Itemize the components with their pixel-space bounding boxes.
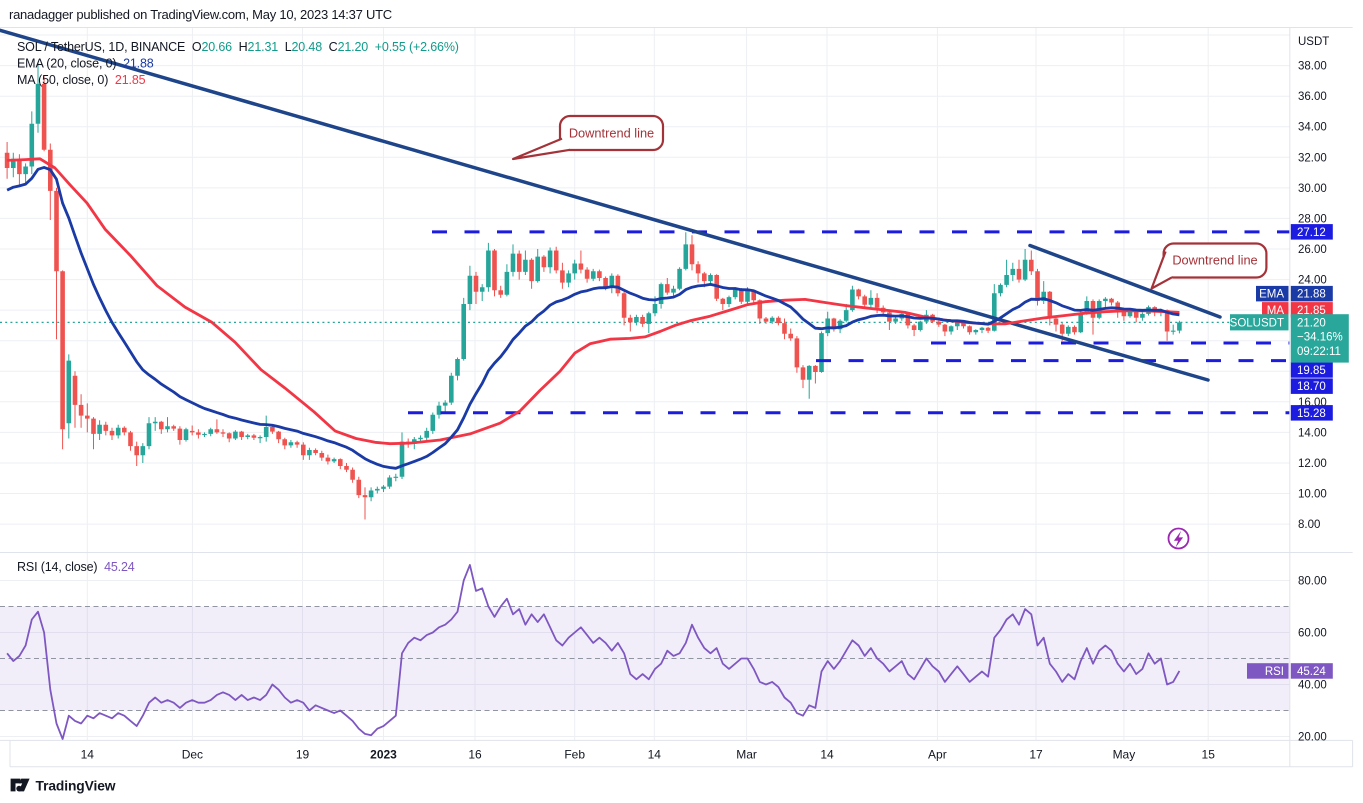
svg-text:26.00: 26.00: [1298, 244, 1327, 256]
svg-text:18.70: 18.70: [1297, 381, 1326, 393]
svg-text:ranadagger published on Tradin: ranadagger published on TradingView.com,…: [9, 7, 392, 22]
svg-text:21.20: 21.20: [1297, 317, 1326, 329]
svg-text:21.88: 21.88: [1297, 289, 1326, 301]
svg-text:12.00: 12.00: [1298, 458, 1327, 470]
svg-text:USDT: USDT: [1298, 36, 1329, 48]
svg-text:15.28: 15.28: [1297, 408, 1326, 420]
svg-text:15: 15: [1202, 748, 1216, 762]
svg-text:28.00: 28.00: [1298, 213, 1327, 225]
svg-text:14: 14: [820, 748, 834, 762]
svg-text:17: 17: [1029, 748, 1043, 762]
svg-text:Mar: Mar: [736, 748, 757, 762]
svg-text:Feb: Feb: [564, 748, 585, 762]
svg-text:MA (50, close, 0) 21.85: MA (50, close, 0) 21.85: [17, 73, 146, 87]
svg-text:24.00: 24.00: [1298, 275, 1327, 287]
svg-text:38.00: 38.00: [1298, 61, 1327, 73]
svg-text:10.00: 10.00: [1298, 489, 1327, 501]
svg-text:16: 16: [468, 748, 482, 762]
svg-text:30.00: 30.00: [1298, 183, 1327, 195]
svg-text:19: 19: [296, 748, 310, 762]
svg-text:Downtrend line: Downtrend line: [1172, 253, 1257, 268]
svg-text:SOL / TetherUS, 1D, BINANCE O: SOL / TetherUS, 1D, BINANCE O20.66 H21.3…: [17, 40, 459, 54]
svg-text:60.00: 60.00: [1298, 628, 1327, 640]
svg-text:Dec: Dec: [182, 748, 203, 762]
svg-text:40.00: 40.00: [1298, 680, 1327, 692]
svg-text:14: 14: [648, 748, 662, 762]
svg-text:14: 14: [81, 748, 95, 762]
svg-text:36.00: 36.00: [1298, 91, 1327, 103]
svg-text:Downtrend line: Downtrend line: [569, 126, 654, 141]
svg-text:EMA: EMA: [1259, 289, 1284, 301]
svg-text:09:22:11: 09:22:11: [1297, 346, 1341, 358]
svg-text:TradingView: TradingView: [36, 779, 116, 794]
svg-text:80.00: 80.00: [1298, 576, 1327, 588]
svg-text:27.12: 27.12: [1297, 227, 1326, 239]
svg-text:Apr: Apr: [928, 748, 947, 762]
svg-text:MA: MA: [1267, 305, 1285, 317]
svg-text:21.85: 21.85: [1297, 305, 1326, 317]
svg-text:34.00: 34.00: [1298, 122, 1327, 134]
svg-text:RSI (14, close) 45.24: RSI (14, close) 45.24: [17, 560, 135, 574]
svg-text:RSI: RSI: [1265, 666, 1284, 678]
svg-text:EMA (20, close, 0) 21.88: EMA (20, close, 0) 21.88: [17, 57, 154, 71]
svg-text:19.85: 19.85: [1297, 365, 1326, 377]
svg-text:45.24: 45.24: [1297, 666, 1326, 678]
svg-text:−34.16%: −34.16%: [1297, 331, 1343, 343]
svg-text:14.00: 14.00: [1298, 427, 1327, 439]
svg-text:2023: 2023: [370, 748, 397, 762]
svg-text:8.00: 8.00: [1298, 519, 1320, 531]
svg-text:20.00: 20.00: [1298, 732, 1327, 744]
svg-text:SOLUSDT: SOLUSDT: [1230, 317, 1284, 329]
svg-text:May: May: [1113, 748, 1136, 762]
svg-text:32.00: 32.00: [1298, 152, 1327, 164]
